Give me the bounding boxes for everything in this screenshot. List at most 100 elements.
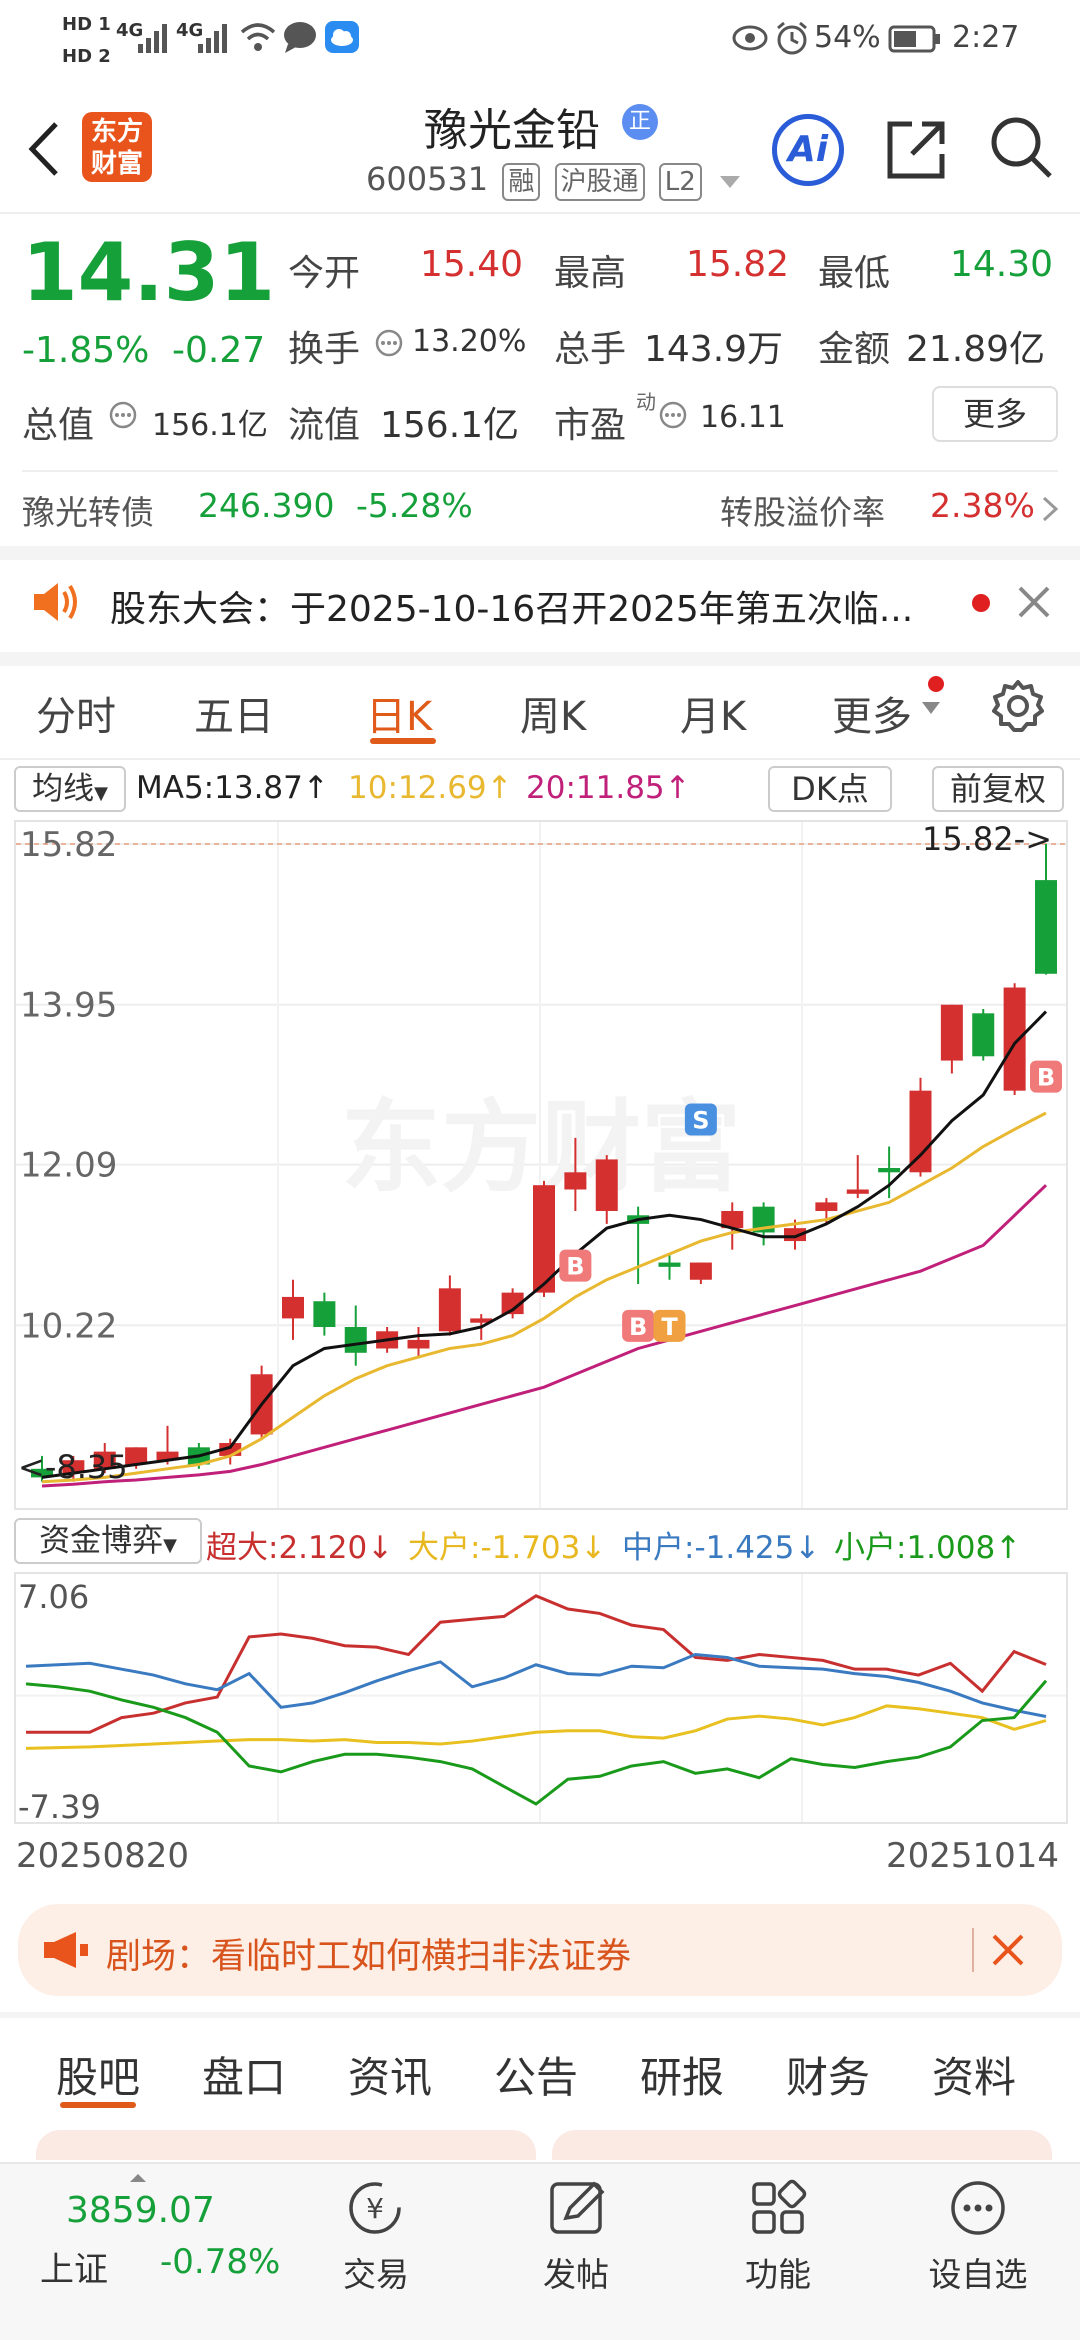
ai-assistant-button[interactable]: Ai [772,114,844,186]
nav-watchlist[interactable]: 设自选 [928,2255,1028,2294]
functions-icon[interactable] [748,2178,808,2238]
fund-flow-chart[interactable]: 7.06 -7.39 [16,1574,1066,1822]
volume-label: 总手 [554,329,627,370]
notice-text[interactable]: 股东大会：于2025-10-16召开2025年第五次临... [110,589,914,630]
tab-orderbook[interactable]: 盘口 [202,2053,287,2102]
index-change: -0.78% [160,2242,281,2282]
signal-b-badge-3-bg [1030,1060,1062,1093]
ma-selector[interactable]: 均线▼ [14,766,126,812]
share-icon[interactable] [884,116,950,182]
kline-candle [62,1455,85,1482]
more-quote-button[interactable]: 更多 [932,386,1058,442]
bond-change: -5.28% [356,486,473,525]
kline-candle [1003,983,1026,1095]
kline-y-tick-label: 13.95 [20,986,117,1026]
tab-intraday[interactable]: 分时 [36,694,116,740]
kline-chart-frame[interactable]: 东方财富 15.82 13.95 12.09 10.22 15.82-> <-8.35 B B T… [14,820,1068,1510]
candle-body [470,1318,493,1323]
low-value: 14.30 [950,244,1054,285]
wifi-icon [240,23,276,51]
tab-announcements[interactable]: 公告 [494,2053,579,2102]
tab-financials[interactable]: 财务 [786,2053,871,2102]
gear-icon[interactable] [990,678,1046,734]
tab-research[interactable]: 研报 [640,2053,725,2102]
bond-name[interactable]: 豫光转债 [22,493,154,532]
info-dots-icon-2[interactable] [108,400,138,430]
candle-body [564,1172,587,1190]
tab-news[interactable]: 资讯 [348,2053,433,2102]
candle-body [878,1168,901,1173]
search-icon[interactable] [988,114,1054,182]
kline-candle [595,1155,618,1224]
tab-monthly-k[interactable]: 月K [680,694,747,740]
signal-b-badge-2-bg [622,1309,655,1342]
kline-candle [313,1292,336,1336]
candle-body [940,1004,963,1061]
tab-five-day[interactable]: 五日 [194,694,274,740]
close-icon[interactable] [1016,584,1052,620]
adjust-button[interactable]: 前复权 [932,766,1064,812]
watchlist-icon[interactable] [948,2178,1008,2238]
kline-candle [501,1288,524,1319]
tab-profile[interactable]: 资料 [932,2053,1017,2102]
turnover-value: 13.20% [412,324,527,359]
signal-s-badge: S [684,1103,717,1136]
ma5-line [41,1010,1048,1479]
info-dots-icon-3[interactable] [658,400,688,430]
tab-forum[interactable]: 股吧 [56,2053,141,2102]
kline-candle [846,1155,869,1199]
nav-functions[interactable]: 功能 [745,2255,811,2294]
ma5-value: MA5:13.87↑ [136,770,329,806]
caret-down-icon[interactable] [718,174,742,190]
kline-candle [940,1004,963,1074]
ad-banner[interactable]: 剧场：看临时工如何横扫非法证券 [18,1904,1062,1996]
stock-code-line: 600531 融 沪股通 L2 [366,160,742,201]
hd1-indicator: HD 1 [62,14,111,35]
index-value[interactable]: 3859.07 [66,2190,215,2231]
signal-t-badge: T [653,1309,686,1342]
high-label: 最高 [554,253,627,294]
tab-weekly-k[interactable]: 周K [520,694,587,740]
small-flow-line [25,1679,1048,1806]
amount-label: 金额 [818,329,891,370]
candle-body [501,1292,524,1315]
candle-body [1035,880,1057,974]
verified-badge-icon: 正 [622,104,658,140]
info-dots-icon[interactable] [374,328,404,358]
chevron-right-icon[interactable] [1040,494,1060,524]
date-end: 20251014 [886,1836,1060,1876]
signal-t-badge-bg [653,1309,686,1342]
nav-trade[interactable]: 交易 [343,2255,409,2294]
post-icon[interactable] [546,2178,610,2238]
signal-bars-icon [138,24,167,53]
caret-down-icon-2[interactable] [920,700,942,716]
signal-b-badge-2: B [622,1309,655,1342]
speaker-icon [34,583,77,621]
candle-body [31,1468,53,1478]
close-banner-icon[interactable] [990,1932,1026,1968]
hd2-indicator: HD 2 [62,46,111,67]
signal-4g-label-2: 4G [176,20,204,41]
svg-text:¥: ¥ [366,2192,384,2225]
notice-unread-dot [972,594,990,612]
dk-point-button[interactable]: DK点 [768,766,892,812]
fund-selector[interactable]: 资金博弈▼ [14,1518,202,1564]
fund-chart-frame[interactable]: 7.06 -7.39 [14,1572,1068,1824]
tag-connect: 沪股通 [554,163,645,201]
tag-margin: 融 [502,163,541,201]
candle-body [62,1460,85,1474]
ma10-value: 10:12.69↑ [348,770,513,806]
change-percent: -1.85% [22,330,150,371]
trade-icon[interactable]: ¥ [342,2178,408,2238]
nav-post[interactable]: 发帖 [543,2255,609,2294]
kline-y-tick-label: 10.22 [20,1306,117,1346]
tab-more[interactable]: 更多 [832,694,912,740]
back-chevron-left-icon[interactable] [22,118,66,180]
tab-daily-k[interactable]: 日K [366,694,433,740]
turnover-label: 换手 [288,329,361,370]
stock-title: 豫光金铅 [424,105,600,156]
kline-y-tick-label: 12.09 [20,1146,117,1186]
min-price-marker: <-8.35 [18,1448,128,1486]
app-logo: 东方 财富 [82,112,152,182]
